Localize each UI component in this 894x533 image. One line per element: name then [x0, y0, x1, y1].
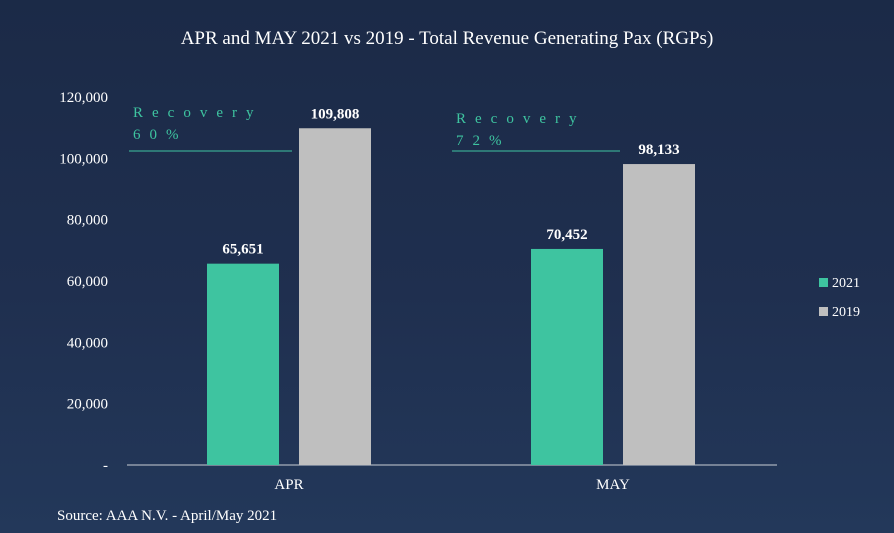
x-tick-label: APR	[274, 477, 303, 493]
y-tick-label: 20,000	[67, 397, 108, 413]
source-note: Source: AAA N.V. - April/May 2021	[57, 508, 277, 524]
bar-2019-apr	[299, 128, 371, 465]
y-tick-label: -	[103, 458, 108, 474]
legend-label: 2021	[832, 276, 860, 291]
recovery-percent: 60%	[133, 127, 188, 143]
data-label: 70,452	[546, 227, 587, 243]
y-tick-label: 120,000	[59, 90, 108, 106]
y-tick-label: 80,000	[67, 213, 108, 229]
recovery-percent: 72%	[456, 133, 511, 149]
y-tick-label: 60,000	[67, 274, 108, 290]
bars	[207, 128, 695, 465]
legend-label: 2019	[832, 305, 860, 320]
data-label: 109,808	[311, 106, 360, 122]
data-labels: 65,651 70,452 109,808 98,133	[222, 106, 679, 257]
data-label: 65,651	[222, 242, 263, 258]
chart-title: APR and MAY 2021 vs 2019 - Total Revenue…	[181, 28, 714, 49]
y-axis: - 20,000 40,000 60,000 80,000 100,000 120,000	[59, 90, 108, 474]
recovery-label: Recovery	[133, 105, 262, 121]
legend-swatch-2019	[819, 307, 828, 316]
bar-2021-may	[531, 248, 603, 465]
recovery-label: Recovery	[456, 111, 585, 127]
bar-2021-apr	[207, 263, 279, 465]
x-axis-categories: APR MAY	[274, 477, 630, 493]
bar-2019-may	[623, 164, 695, 465]
y-tick-label: 40,000	[67, 335, 108, 351]
legend: 2021 2019	[819, 276, 860, 320]
recovery-annotations: Recovery 60% Recovery 72%	[129, 105, 620, 152]
data-label: 98,133	[638, 142, 679, 158]
legend-swatch-2021	[819, 278, 828, 287]
x-tick-label: MAY	[596, 477, 630, 493]
y-tick-label: 100,000	[59, 151, 108, 167]
